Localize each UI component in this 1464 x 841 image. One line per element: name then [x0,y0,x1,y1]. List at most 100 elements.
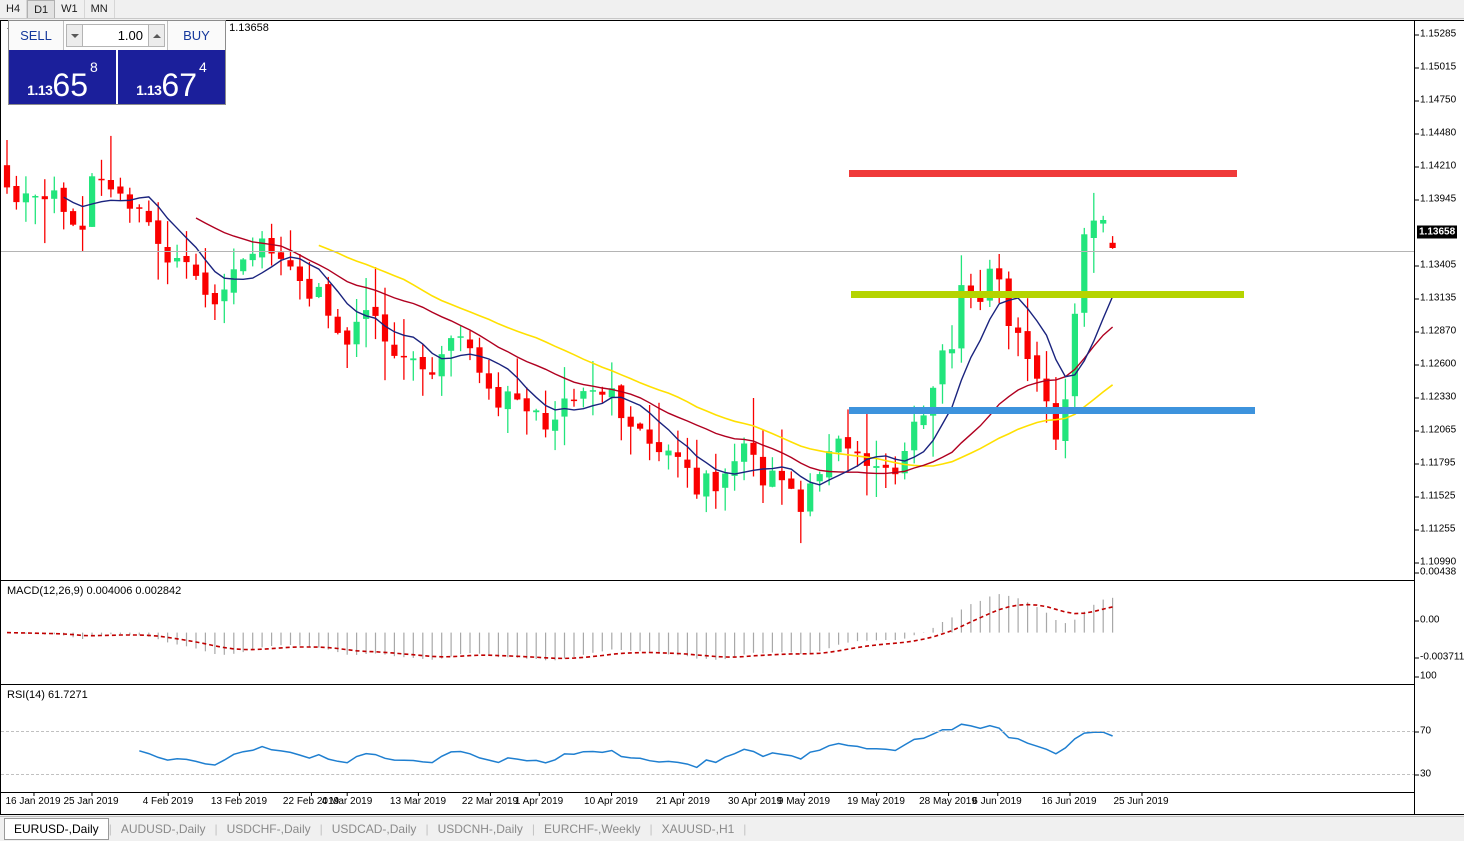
bid-price-big: 65 [52,67,89,103]
rsi-label: RSI(14) 61.7271 [7,689,88,701]
chart-tab[interactable]: AUDUSD-,Daily [120,822,206,836]
price-pane[interactable] [1,35,1415,580]
resistance-line[interactable] [849,170,1237,177]
timeframe-h4[interactable]: H4 [0,0,28,18]
rsi-axis-tick: 70 [1414,725,1432,737]
price-axis-tick: 1.15015 [1414,61,1457,73]
timeframe-mn-label: MN [90,3,108,15]
date-axis-label: 13 Feb 2019 [210,792,268,807]
price-axis-tick: 1.12870 [1414,325,1457,337]
tab-divider: | [743,822,747,836]
date-axis-label: 10 Apr 2019 [584,792,638,807]
date-axis-label: 19 May 2019 [847,792,905,807]
date-axis-label: 21 Apr 2019 [656,792,710,807]
tab-divider: | [319,822,323,836]
rsi-axis-tick: 0 [1420,815,1426,816]
pane-separator-rsi [1,684,1415,685]
price-axis-tick: 1.13405 [1414,259,1457,271]
toolbar-empty-area [114,0,1464,18]
ma-navy-line [63,196,1114,486]
mid-level-line[interactable] [851,291,1244,298]
volume-input[interactable]: 1.00 [83,24,148,47]
chevron-up-icon [152,33,161,38]
chart-tab[interactable]: USDCAD-,Daily [331,822,417,836]
price-axis-tick: 1.15285 [1414,28,1457,40]
date-axis-label: 22 Feb 2019 [282,792,340,807]
buy-button[interactable]: BUY [167,21,225,50]
date-axis-label: 16 Jun 2019 [1041,792,1097,807]
chart-tab[interactable]: EURCHF-,Weekly [544,822,641,836]
date-axis[interactable]: 16 Jan 2019 25 Jan 2019 4 Feb 2019 13 Feb 2… [1,792,1415,814]
macd-label: MACD(12,26,9) 0.004006 0.002842 [7,585,182,597]
chart-tab[interactable]: USDCNH-,Daily [437,822,523,836]
sell-button-label: SELL [20,28,52,43]
volume-decrement-button[interactable] [66,24,83,47]
timeframe-w1-label: W1 [61,3,78,15]
macd-pane[interactable]: MACD(12,26,9) 0.004006 0.002842 [1,582,1415,682]
macd-signal-line [6,603,1113,660]
price-axis-tick: 1.10990 [1414,556,1457,568]
date-axis-label: 1 Apr 2019 [514,792,564,807]
candlestick-series [3,135,1116,544]
oct-quotes-row: 1.13 65 8 1.13 67 4 [9,50,225,104]
current-price-line [1,251,1415,252]
timeframe-mn[interactable]: MN [84,0,115,18]
date-axis-label: 6 Jun 2019 [972,792,1022,807]
tab-divider: | [214,822,218,836]
price-axis-tick: 1.14750 [1414,94,1457,106]
price-axis-tick: 1.14480 [1414,127,1457,139]
volume-stepper[interactable]: 1.00 [64,21,167,50]
timeframe-h4-label: H4 [6,3,21,15]
tab-divider: | [649,822,653,836]
price-axis-tick: 1.13945 [1414,193,1457,205]
tab-divider: | [531,822,536,836]
date-axis-label: 22 Mar 2019 [461,792,519,807]
chart-canvas[interactable]: EURUSD-,Daily 1.13700 1.13755 1.13652 1.… [0,20,1464,815]
date-axis-label: 28 May 2019 [919,792,977,807]
ma-red-line [195,217,1114,475]
support-line[interactable] [849,407,1255,414]
date-axis-label: 25 Jan 2019 [63,792,119,807]
date-axis-label: 25 Jun 2019 [1113,792,1169,807]
price-axis-tick: 1.11255 [1414,523,1456,535]
rsi-axis-tick: 30 [1414,768,1432,780]
chart-tab[interactable]: USDCHF-,Daily [226,822,311,836]
date-axis-label: 13 Mar 2019 [389,792,447,807]
bid-price-fraction: 8 [90,59,98,75]
buy-button-label: BUY [183,28,210,43]
sell-button[interactable]: SELL [9,21,64,50]
rsi-curve [139,723,1113,769]
current-price-tag: 1.13658 [1417,225,1458,239]
rsi-pane[interactable]: RSI(14) 61.7271 [1,686,1415,793]
timeframe-w1[interactable]: W1 [55,0,85,18]
timeframe-d1[interactable]: D1 [27,0,56,18]
ask-price-fraction: 4 [199,59,207,75]
price-axis-tick: 1.12065 [1414,424,1457,436]
price-axis-tick: 1.12330 [1414,391,1457,403]
rsi-axis-tick: 100 [1415,670,1437,682]
timeframe-d1-label: D1 [34,3,49,16]
timeframe-toolbar: H4 D1 W1 MN [0,0,1464,19]
price-axis[interactable]: 1.15285 1.15015 1.14750 1.14480 1.14210 1.139… [1414,21,1464,816]
ma-yellow-line [318,244,1114,467]
rsi-series [139,723,1113,769]
chart-tab[interactable]: EURUSD-,Daily [4,817,109,840]
ask-price-big: 67 [161,67,198,103]
date-axis-label: 9 May 2019 [777,792,831,807]
price-axis-tick: 1.11795 [1414,457,1456,469]
one-click-trading-panel[interactable]: SELL 1.00 BUY 1.13 65 8 1.13 67 4 [8,20,226,105]
chevron-down-icon [70,33,79,38]
volume-increment-button[interactable] [148,24,165,47]
macd-series [6,594,1114,661]
rsi-level-30 [1,774,1415,775]
rsi-level-70 [1,731,1415,732]
oct-controls-row: SELL 1.00 BUY [9,21,225,50]
tab-divider: | [425,822,429,836]
date-axis-label: 4 Feb 2019 [142,792,194,807]
price-axis-tick: 1.12600 [1414,358,1457,370]
bid-price-display[interactable]: 1.13 65 8 [9,50,118,104]
chart-tab[interactable]: XAUUSD-,H1 [661,822,735,836]
ask-price-display[interactable]: 1.13 67 4 [118,50,225,104]
chart-tab-bar[interactable]: EURUSD-,Daily | AUDUSD-,Daily | USDCHF-,Dail… [0,816,1464,841]
